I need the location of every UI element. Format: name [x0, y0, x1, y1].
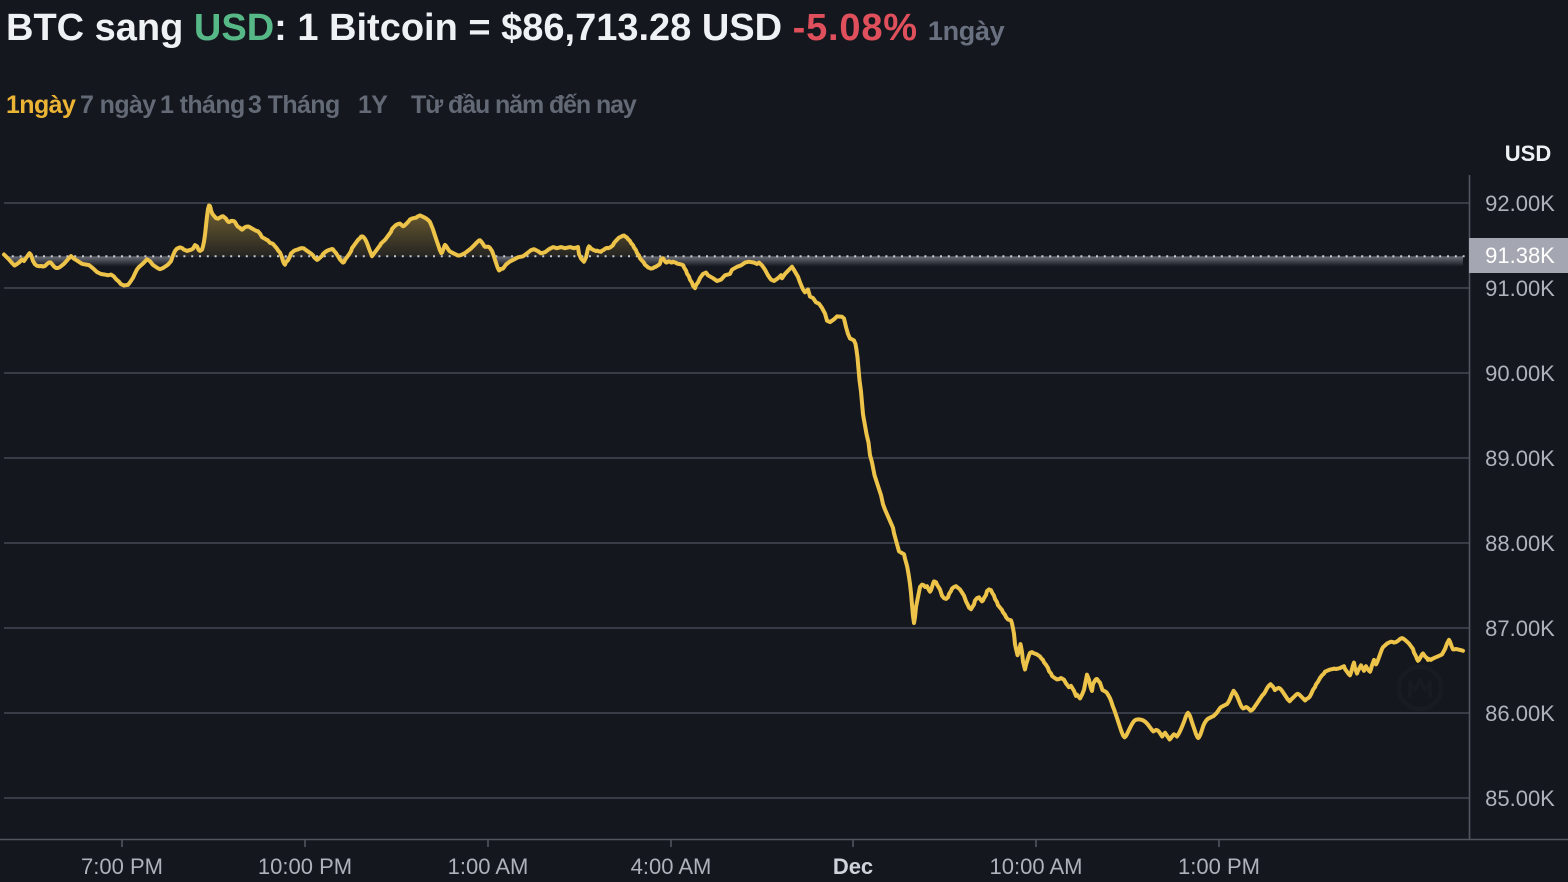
svg-text:92.00K: 92.00K [1485, 191, 1555, 216]
svg-text:86.00K: 86.00K [1485, 701, 1555, 726]
svg-text:91.00K: 91.00K [1485, 276, 1555, 301]
svg-text:1:00 PM: 1:00 PM [1178, 854, 1260, 879]
svg-text:88.00K: 88.00K [1485, 531, 1555, 556]
svg-text:90.00K: 90.00K [1485, 361, 1555, 386]
svg-text:USD: USD [1505, 141, 1551, 166]
svg-text:89.00K: 89.00K [1485, 446, 1555, 471]
svg-text:85.00K: 85.00K [1485, 786, 1555, 811]
svg-text:Dec: Dec [833, 854, 873, 879]
svg-text:87.00K: 87.00K [1485, 616, 1555, 641]
svg-text:7:00 PM: 7:00 PM [81, 854, 163, 879]
svg-text:10:00 AM: 10:00 AM [990, 854, 1083, 879]
svg-text:91.38K: 91.38K [1485, 243, 1555, 268]
svg-text:4:00 AM: 4:00 AM [631, 854, 712, 879]
svg-text:10:00 PM: 10:00 PM [258, 854, 352, 879]
svg-text:1:00 AM: 1:00 AM [448, 854, 529, 879]
